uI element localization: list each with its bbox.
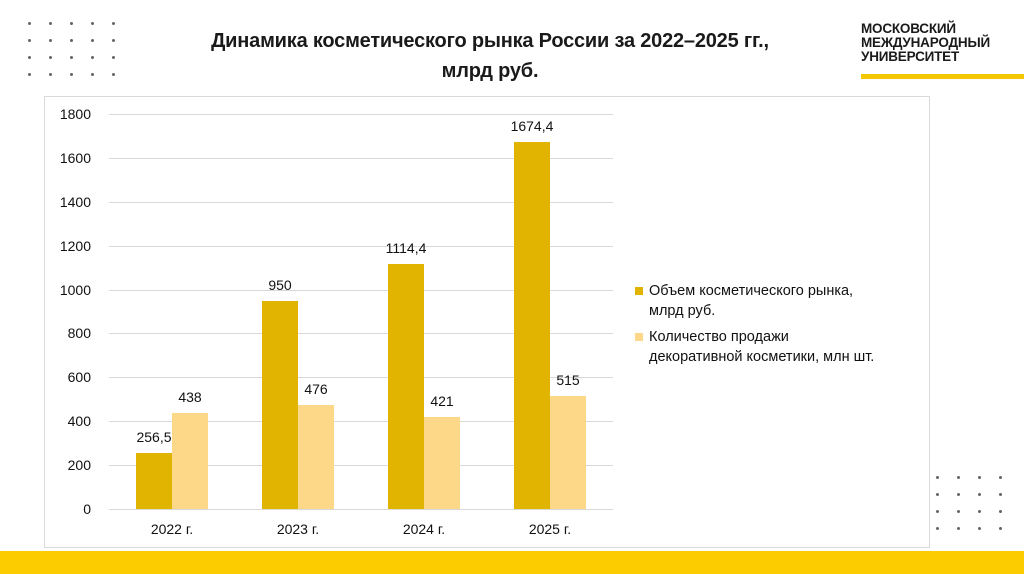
bar-decorative-sales — [424, 416, 460, 509]
legend-label-line2: млрд руб. — [649, 303, 716, 319]
chart-frame: 0 200 400 600 800 1000 1200 1400 1600 1800 256,5 43… — [44, 96, 930, 548]
x-axis-category-label: 2024 г. — [402, 521, 446, 537]
legend-swatch-decorative-sales — [635, 333, 643, 341]
logo-line2: МЕЖДУНАРОДНЫЙ — [861, 35, 990, 50]
gridline — [109, 377, 613, 379]
gridline — [109, 465, 613, 467]
y-axis-tick-label: 0 — [83, 501, 91, 517]
bar-decorative-sales — [172, 412, 208, 509]
bar-value-label: 515 — [556, 371, 580, 388]
decorative-dot — [91, 39, 94, 42]
bar-value-label: 1114,4 — [385, 240, 427, 257]
decorative-dot — [49, 22, 52, 25]
y-axis-tick-label: 600 — [67, 369, 91, 386]
gridline — [109, 333, 613, 335]
decorative-dot — [936, 527, 939, 530]
bar-value-label: 950 — [268, 276, 292, 293]
bar-decorative-sales — [298, 404, 334, 509]
decorative-dot — [91, 22, 94, 25]
decorative-dot — [999, 510, 1002, 513]
decorative-dot — [978, 493, 981, 496]
x-axis-category-label: 2022 г. — [150, 521, 194, 537]
slide-title: Динамика косметического рынка России за … — [150, 26, 830, 86]
decorative-dot — [70, 39, 73, 42]
y-axis-tick-label: 1600 — [59, 149, 91, 166]
bar-decorative-sales — [550, 395, 586, 509]
decorative-dot — [28, 22, 31, 25]
legend-label-line1: Количество продажи — [649, 329, 789, 345]
decorative-dot — [999, 527, 1002, 530]
decorative-dot — [112, 56, 115, 59]
decorative-dot — [978, 476, 981, 479]
y-axis-tick-label: 200 — [67, 457, 91, 474]
y-axis-tick-label: 1200 — [59, 237, 91, 254]
decorative-dot — [91, 73, 94, 76]
decorative-dot — [999, 476, 1002, 479]
decorative-dot — [112, 39, 115, 42]
legend-label-line1: Объем косметического рынка, — [649, 283, 854, 299]
decorative-dot — [936, 510, 939, 513]
logo-accent-bar — [861, 74, 1024, 79]
decorative-dot — [70, 22, 73, 25]
bar-market-volume — [388, 264, 424, 509]
decorative-dot — [957, 527, 960, 530]
y-axis-tick-label: 400 — [67, 413, 91, 430]
slide-title-line2: млрд руб. — [441, 60, 539, 82]
slide-title-line1: Динамика косметического рынка России за … — [211, 30, 769, 52]
decorative-dot — [70, 73, 73, 76]
decorative-dot — [936, 493, 939, 496]
decorative-dot — [49, 39, 52, 42]
bar-market-volume — [136, 452, 172, 509]
bar-value-label: 1674,4 — [510, 117, 554, 134]
decorative-dot-grid-bottom-right — [930, 470, 1014, 538]
bar-value-label: 256,5 — [136, 428, 172, 445]
decorative-dot — [978, 510, 981, 513]
gridline — [109, 421, 613, 423]
decorative-dot — [112, 73, 115, 76]
bar-market-volume — [262, 300, 298, 509]
decorative-dot — [999, 493, 1002, 496]
x-axis-category-label: 2025 г. — [528, 521, 572, 537]
chart-legend: Объем косметического рынка, млрд руб. Ко… — [635, 281, 925, 373]
logo-line3: УНИВЕРСИТЕТ — [861, 49, 960, 64]
gridline — [109, 509, 613, 510]
legend-label-line2: декоративной косметики, млн шт. — [649, 349, 875, 365]
footer-accent-bar — [0, 551, 1024, 574]
gridline — [109, 245, 613, 247]
decorative-dot — [91, 56, 94, 59]
decorative-dot — [978, 527, 981, 530]
legend-item-market-volume: Объем косметического рынка, млрд руб. — [635, 281, 925, 321]
bar-value-label: 438 — [178, 388, 202, 405]
x-axis-category-label: 2023 г. — [276, 521, 320, 537]
gridline — [109, 201, 613, 203]
legend-swatch-market-volume — [635, 287, 643, 295]
bar-value-label: 421 — [430, 392, 454, 409]
bar-market-volume — [514, 141, 550, 509]
decorative-dot — [957, 493, 960, 496]
decorative-dot — [28, 73, 31, 76]
y-axis-tick-label: 800 — [67, 325, 91, 342]
decorative-dot — [936, 476, 939, 479]
decorative-dot — [957, 476, 960, 479]
university-logo: МОСКОВСКИЙ МЕЖДУНАРОДНЫЙ УНИВЕРСИТЕТ — [861, 21, 1024, 79]
chart-plot-area: 0 200 400 600 800 1000 1200 1400 1600 1800 256,5 43… — [45, 97, 929, 547]
decorative-dot — [112, 22, 115, 25]
gridline — [109, 157, 613, 159]
logo-line1: МОСКОВСКИЙ — [861, 21, 956, 36]
bar-value-label: 476 — [304, 380, 328, 397]
gridline — [109, 289, 613, 291]
decorative-dot — [28, 39, 31, 42]
gridline — [109, 114, 613, 115]
decorative-dot — [49, 56, 52, 59]
y-axis-tick-label: 1000 — [59, 281, 91, 298]
legend-item-decorative-sales: Количество продажи декоративной косметик… — [635, 327, 925, 367]
y-axis-tick-label: 1800 — [59, 106, 91, 122]
decorative-dot — [49, 73, 52, 76]
decorative-dot — [70, 56, 73, 59]
decorative-dot — [28, 56, 31, 59]
decorative-dot-grid-top-left — [22, 16, 127, 84]
decorative-dot — [957, 510, 960, 513]
y-axis-tick-label: 1400 — [59, 193, 91, 210]
